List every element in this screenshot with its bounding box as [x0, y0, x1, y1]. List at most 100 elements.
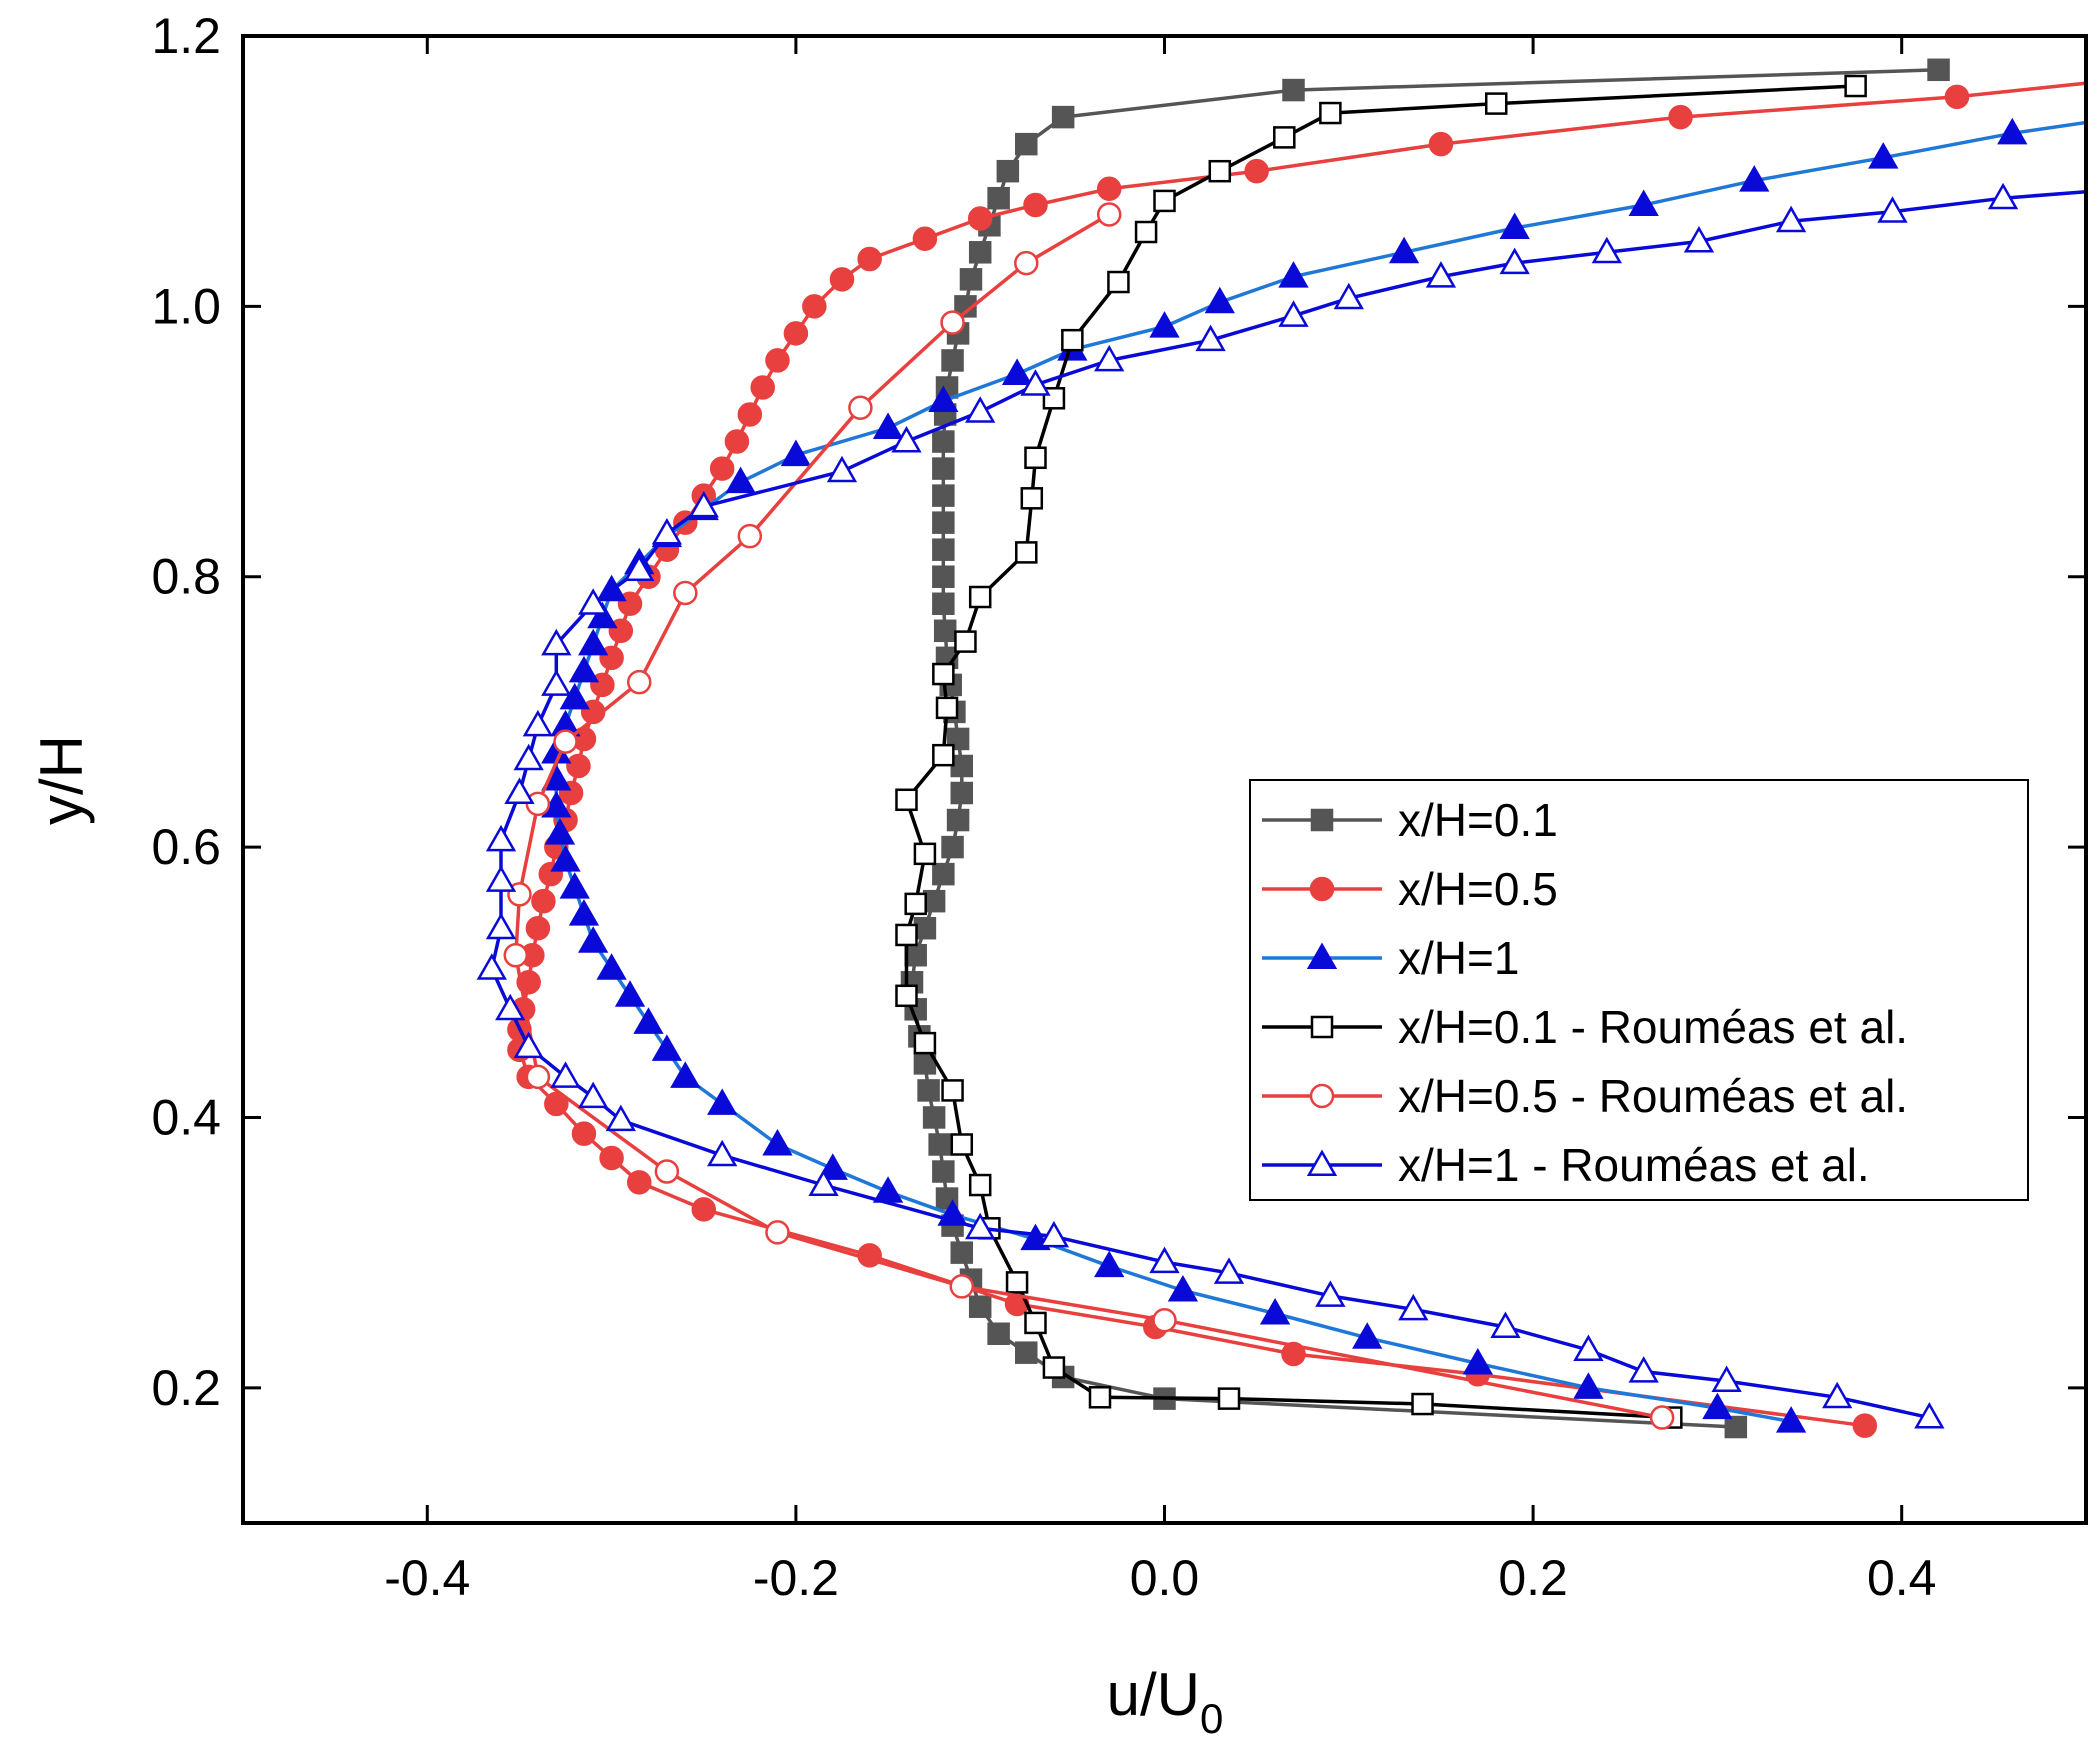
data-point-x-h-1-roum-as-et-al [495, 993, 526, 1021]
legend-item-x-h-1: x/H=1 [1262, 932, 1519, 984]
data-point-x-h-1-roum-as-et-al [1149, 1246, 1180, 1274]
x-axis-title: u/U0 [1107, 1661, 1224, 1742]
data-point-x-h-1 [596, 953, 627, 980]
data-point-x-h-0-1 [950, 754, 974, 778]
y-tick-label: 1.2 [151, 8, 221, 64]
data-point-x-h-1 [1997, 117, 2028, 145]
data-point-x-h-1-roum-as-et-al [1711, 1365, 1742, 1393]
x-tick-label: 0.0 [1130, 1550, 1200, 1606]
x-tick-label: -0.4 [384, 1550, 470, 1606]
data-point-x-h-1-roum-as-et-al [1628, 1356, 1659, 1383]
data-point-x-h-1 [633, 1007, 664, 1034]
data-point-x-h-1 [1149, 311, 1180, 338]
y-tick-label: 0.4 [151, 1089, 221, 1145]
y-tick-label: 0.2 [151, 1360, 221, 1416]
data-point-x-h-1-roum-as-et-al [485, 865, 517, 892]
data-point-x-h-0-5 [709, 456, 735, 481]
data-point-x-h-0-1-roum-as-et-al [968, 585, 992, 609]
series-x-h-1-roum-as-et-al [476, 182, 2086, 1429]
data-point-x-h-0-5 [544, 1091, 569, 1117]
data-point-x-h-1-roum-as-et-al [1987, 182, 2019, 210]
legend: x/H=0.1 x/H=0.5 x/H=1 x/H=0.1 - Rouméas et … [1249, 779, 2029, 1201]
data-point-x-h-0-1 [932, 592, 955, 616]
data-point-x-h-0-5-roum-as-et-al [626, 669, 652, 695]
data-point-x-h-0-1-roum-as-et-al [1319, 101, 1342, 125]
data-point-x-h-0-1-roum-as-et-al [1005, 1271, 1029, 1294]
data-point-x-h-1-roum-as-et-al [1278, 300, 1309, 327]
legend-label: x/H=1 [1398, 932, 1519, 984]
data-point-x-h-0-1 [932, 565, 955, 588]
legend-item-x-h-1-roum-as-et-al: x/H=1 - Rouméas et al. [1262, 1139, 1870, 1191]
data-point-x-h-0-1 [1282, 78, 1305, 102]
series-x-h-0-5-roum-as-et-al [503, 202, 1675, 1430]
data-point-x-h-1 [578, 926, 609, 953]
data-point-x-h-1-roum-as-et-al [541, 628, 572, 656]
data-point-x-h-0-1 [941, 349, 964, 372]
x-axis-title-main: u/U [1107, 1661, 1200, 1728]
data-point-x-h-1 [544, 818, 576, 845]
data-point-x-h-0-1-roum-as-et-al [895, 788, 918, 812]
data-point-x-h-0-1 [1724, 1415, 1748, 1439]
data-point-x-h-0-5-roum-as-et-al [503, 942, 529, 968]
data-point-x-h-0-1 [968, 1295, 992, 1318]
data-point-x-h-0-1 [987, 186, 1010, 210]
data-point-x-h-0-1-roum-as-et-al [1273, 126, 1296, 149]
data-point-x-h-1 [780, 439, 812, 467]
legend-marker [1309, 876, 1335, 902]
data-point-x-h-1-roum-as-et-al [651, 517, 683, 545]
data-point-x-h-0-5-roum-as-et-al [654, 1159, 680, 1184]
data-point-x-h-0-1 [932, 457, 955, 480]
data-point-x-h-0-5 [1023, 192, 1048, 218]
data-point-x-h-1 [1094, 1250, 1125, 1278]
data-point-x-h-0-1 [1927, 58, 1950, 82]
y-tick-label: 1.0 [151, 278, 221, 334]
data-point-x-h-0-5-roum-as-et-al [1152, 1307, 1177, 1333]
data-point-x-h-0-5-roum-as-et-al [765, 1220, 790, 1245]
data-point-x-h-1-roum-as-et-al [707, 1139, 738, 1167]
data-point-x-h-0-5 [599, 1145, 624, 1171]
data-point-x-h-0-5 [566, 753, 591, 779]
data-point-x-h-1 [817, 1153, 848, 1180]
data-point-x-h-1-roum-as-et-al [578, 1081, 609, 1109]
data-point-x-h-0-5 [967, 206, 993, 231]
x-tick-label: -0.2 [753, 1550, 839, 1606]
data-point-x-h-1-roum-as-et-al [1877, 196, 1908, 223]
data-point-x-h-1 [559, 872, 590, 899]
data-point-x-h-0-5-roum-as-et-al [525, 1064, 551, 1090]
data-point-x-h-0-1 [946, 808, 970, 832]
data-point-x-h-1-roum-as-et-al [504, 777, 535, 805]
data-point-x-h-1-roum-as-et-al [1775, 205, 1807, 233]
legend-label: x/H=0.1 [1398, 794, 1558, 846]
data-point-x-h-1 [587, 601, 618, 629]
data-point-x-h-1 [578, 628, 609, 656]
x-tick-label: 0.2 [1498, 1550, 1568, 1606]
legend-label: x/H=0.5 [1398, 863, 1558, 915]
data-point-x-h-0-5-roum-as-et-al [1014, 250, 1039, 276]
data-point-x-h-0-1-roum-as-et-al [1217, 1387, 1241, 1410]
legend-label: x/H=0.5 - Rouméas et al. [1398, 1070, 1908, 1122]
data-point-x-h-1 [1499, 212, 1530, 239]
data-point-x-h-1-roum-as-et-al [605, 1104, 636, 1132]
data-point-x-h-1-roum-as-et-al [688, 490, 719, 518]
data-point-x-h-1-roum-as-et-al [476, 953, 507, 980]
data-point-x-h-1-roum-as-et-al [522, 709, 554, 737]
legend-label: x/H=0.1 - Rouméas et al. [1398, 1001, 1908, 1053]
data-point-x-h-0-1-roum-as-et-al [913, 842, 937, 866]
data-point-x-h-0-5-roum-as-et-al [553, 729, 578, 754]
data-point-x-h-1 [1259, 1297, 1291, 1325]
data-point-x-h-0-1-roum-as-et-al [1042, 1356, 1066, 1379]
data-point-x-h-0-5 [1096, 176, 1122, 202]
data-point-x-h-0-1-roum-as-et-al [1024, 446, 1047, 470]
data-point-x-h-0-1 [928, 1133, 951, 1156]
data-point-x-h-0-1-roum-as-et-al [941, 1079, 964, 1102]
data-point-x-h-1 [559, 682, 590, 710]
data-point-x-h-0-1-roum-as-et-al [935, 696, 959, 720]
data-point-x-h-1 [872, 412, 904, 440]
data-point-x-h-1 [1388, 236, 1420, 264]
data-point-x-h-0-5 [1428, 131, 1454, 157]
data-point-x-h-1-roum-as-et-al [1683, 225, 1715, 253]
data-point-x-h-1 [1775, 1406, 1807, 1433]
data-point-x-h-0-1 [904, 943, 927, 967]
legend-item-x-h-0-5-roum-as-et-al: x/H=0.5 - Rouméas et al. [1262, 1070, 1908, 1122]
data-point-x-h-0-5 [737, 402, 763, 427]
